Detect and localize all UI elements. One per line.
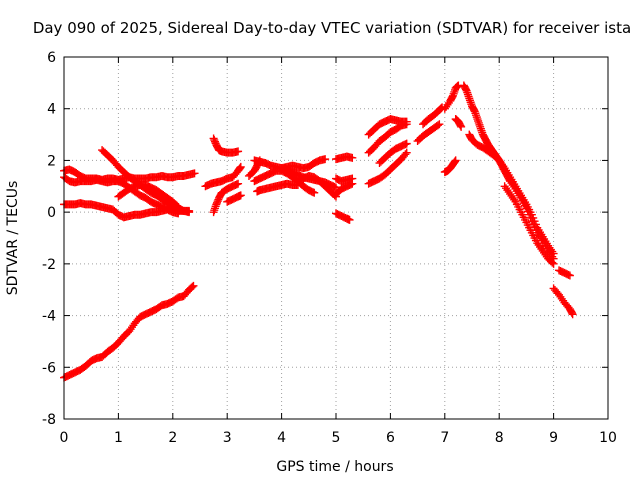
data-point: [188, 282, 197, 291]
series-arc-y: [419, 103, 447, 129]
series-arc-aa: [440, 156, 460, 177]
data-point: [185, 208, 194, 217]
x-tick-label: 10: [599, 430, 617, 446]
data-point: [310, 188, 319, 197]
x-tick-label: 9: [549, 430, 558, 446]
y-tick-label: 6: [47, 50, 56, 66]
x-tick-label: 4: [277, 430, 286, 446]
data-point: [255, 156, 264, 165]
y-axis-label: SDTVAR / TECUs: [5, 181, 21, 296]
x-tick-label: 8: [495, 430, 504, 446]
data-point: [174, 202, 183, 211]
data-point: [234, 147, 243, 156]
data-point: [434, 121, 442, 130]
series-arc-ag: [549, 284, 577, 319]
series-arc-u: [364, 115, 411, 139]
data-point: [236, 191, 245, 200]
plot-frame: [63, 56, 609, 420]
y-tick-label: -6: [42, 360, 56, 376]
series-arc-e: [114, 180, 183, 211]
series-arc-z: [440, 81, 463, 113]
series-arc-af: [555, 266, 574, 280]
y-tick-label: -2: [42, 257, 56, 273]
series-arc-ae: [500, 182, 558, 268]
data-point: [321, 155, 330, 164]
chart-title: Day 090 of 2025, Sidereal Day-to-day VTE…: [33, 19, 631, 37]
data-point: [568, 310, 577, 319]
data-point: [345, 215, 354, 224]
x-tick-label: 7: [440, 430, 449, 446]
data-point: [402, 117, 411, 126]
data-point: [510, 195, 519, 204]
series-arc-f: [209, 134, 243, 157]
y-tick-label: 0: [47, 205, 56, 221]
data-point: [435, 120, 444, 129]
series-arc-low: [60, 281, 198, 382]
data-point: [189, 281, 198, 290]
data-point: [348, 179, 357, 188]
data-point: [457, 122, 466, 131]
data-point: [190, 169, 199, 178]
series-arc-m: [277, 155, 330, 173]
data-point: [451, 156, 460, 165]
x-tick-label: 1: [114, 430, 123, 446]
series-arc-ad: [465, 130, 558, 258]
x-tick-label: 5: [332, 430, 341, 446]
data-point: [549, 249, 558, 258]
series-arc-o: [244, 156, 264, 180]
series-arc-v: [364, 148, 411, 188]
data-point: [548, 247, 557, 256]
y-tick-label: -8: [42, 412, 56, 428]
data-point: [548, 258, 557, 267]
data-point: [172, 201, 181, 210]
series-arc-s: [332, 209, 354, 224]
x-tick-label: 6: [386, 430, 395, 446]
data-point: [565, 271, 574, 280]
data-point: [499, 162, 508, 171]
data-point: [549, 259, 558, 268]
x-tick-label: 0: [60, 430, 69, 446]
x-axis-label: GPS time / hours: [276, 459, 393, 475]
y-tick-labels: -8 -6 -4 -2 0 2 4 6: [42, 50, 608, 428]
data-point: [236, 162, 245, 171]
data-point: [402, 139, 411, 148]
series-arc-r: [332, 179, 357, 199]
series-arc-t: [364, 120, 411, 157]
series-arc-i: [223, 191, 245, 206]
x-tick-label: 2: [168, 430, 177, 446]
data-point: [348, 153, 357, 162]
series-arc-x: [413, 120, 444, 146]
data-point: [402, 148, 411, 157]
y-tick-label: -4: [42, 309, 56, 325]
x-tick-label: 3: [223, 430, 232, 446]
series-arc-h: [209, 179, 243, 217]
series-arc-ab: [451, 115, 466, 131]
data-point: [401, 150, 410, 159]
y-tick-label: 2: [47, 153, 56, 169]
series-arc-g: [201, 162, 245, 191]
y-tick-label: 4: [47, 102, 56, 118]
series-arc-p: [332, 152, 357, 164]
series-arc-w: [375, 139, 411, 168]
data-point: [234, 179, 243, 188]
